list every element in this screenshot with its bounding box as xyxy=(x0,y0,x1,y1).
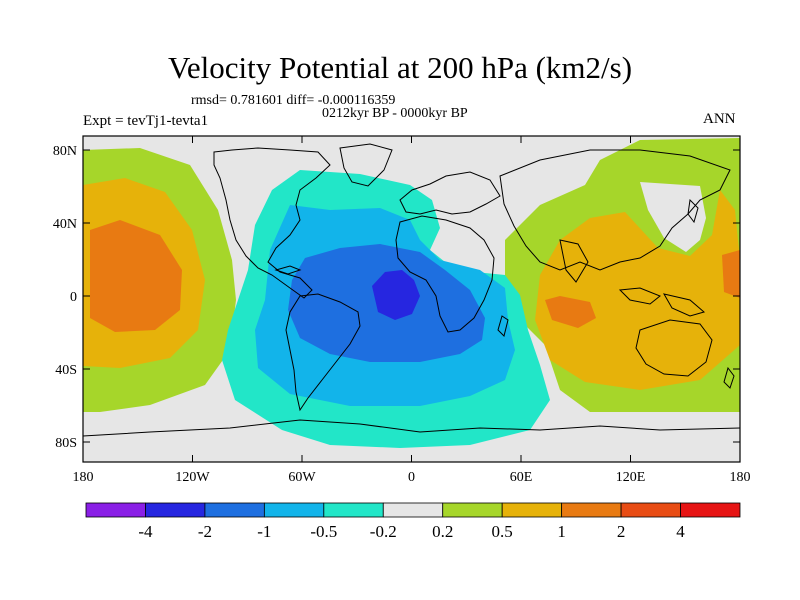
colorbar-swatch xyxy=(620,502,681,518)
colorbar-label: 0.5 xyxy=(492,522,513,541)
colorbar-label: 2 xyxy=(617,522,626,541)
lat-label-eq: 0 xyxy=(70,290,77,305)
lon-label-60e: 60E xyxy=(510,470,533,485)
colorbar-swatch xyxy=(323,502,384,518)
colorbar-swatch xyxy=(680,502,741,518)
colorbar-swatch xyxy=(442,502,503,518)
colorbar-label: -4 xyxy=(138,522,153,541)
colorbar-label: 0.2 xyxy=(432,522,453,541)
lon-label-120e: 120E xyxy=(616,470,646,485)
lat-label-80s: 80S xyxy=(55,436,77,451)
stats-line: rmsd= 0.781601 diff= -0.000116359 xyxy=(191,93,396,108)
colorbar-label: -0.5 xyxy=(310,522,337,541)
lon-label-180e: 180 xyxy=(730,470,751,485)
season-label: ANN xyxy=(703,111,736,127)
colorbar-label: 4 xyxy=(676,522,685,541)
colorbar: -4 -2 -1 -0.5 -0.2 0.2 0.5 1 2 4 xyxy=(85,502,741,541)
colorbar-swatch xyxy=(204,502,265,518)
orange-region-asia-pacific xyxy=(535,190,740,390)
colorbar-label: -1 xyxy=(257,522,271,541)
time-period: 0212kyr BP - 0000kyr BP xyxy=(322,106,468,121)
colorbar-label: -0.2 xyxy=(370,522,397,541)
lon-label-60w: 60W xyxy=(288,470,316,485)
colorbar-swatch xyxy=(382,502,444,518)
lon-label-180w: 180 xyxy=(73,470,94,485)
lat-ticks xyxy=(83,149,740,443)
colorbar-swatch xyxy=(561,502,622,518)
dark-orange-region-asia-pacific xyxy=(545,296,596,328)
lat-label-40n: 40N xyxy=(53,217,77,232)
colorbar-swatch xyxy=(501,502,563,518)
colorbar-label: -2 xyxy=(198,522,212,541)
experiment-label: Expt = tevTj1-tevta1 xyxy=(83,113,209,129)
coastlines xyxy=(83,143,740,437)
map-title: Velocity Potential at 200 hPa (km2/s) xyxy=(167,50,633,85)
colorbar-swatch xyxy=(85,502,146,518)
lon-label-120w: 120W xyxy=(175,470,210,485)
lat-label-80n: 80N xyxy=(53,144,77,159)
dark-orange-region-west-pacific xyxy=(90,220,182,332)
gray-hole-north-pacific xyxy=(640,182,706,252)
lat-label-40s: 40S xyxy=(55,363,77,378)
dark-orange-region-date-line xyxy=(722,250,740,298)
lon-label-0: 0 xyxy=(408,470,415,485)
lon-ticks xyxy=(82,136,631,462)
colorbar-swatch xyxy=(263,502,325,518)
colorbar-label: 1 xyxy=(557,522,566,541)
negative-region-core xyxy=(372,270,420,320)
contour-field xyxy=(83,136,740,462)
colorbar-swatch xyxy=(145,502,206,518)
